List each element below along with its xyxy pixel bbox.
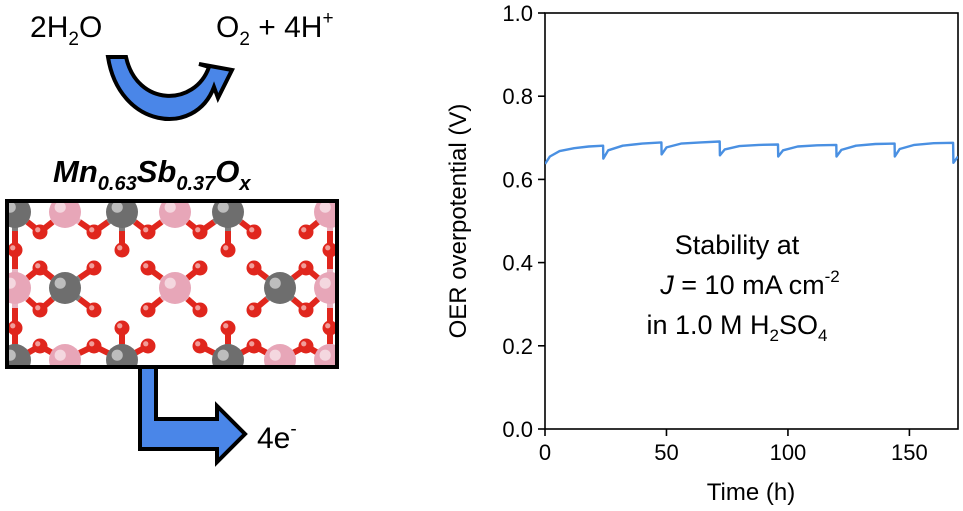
antimony-atom (314, 272, 337, 304)
manganese-atom (264, 272, 296, 304)
oxygen-atom (220, 242, 236, 258)
oxygen-atom (86, 302, 102, 318)
oxygen-atom (32, 260, 48, 276)
crystal-structure (5, 199, 339, 369)
annotation-line-2: J = 10 mA cm-2 (659, 267, 839, 300)
manganese-atom (49, 272, 81, 304)
oxygen-atom (140, 224, 156, 240)
manganese-atom (7, 344, 31, 367)
oxygen-atom (140, 338, 156, 354)
oxygen-atom (140, 302, 156, 318)
manganese-atom (106, 201, 138, 228)
product-oxygen-protons: O2 + 4H+ (216, 8, 334, 50)
oxygen-atom (192, 260, 208, 276)
antimony-atom (49, 344, 81, 367)
electron-arrow (138, 365, 248, 467)
antimony-atom (264, 344, 296, 367)
x-tick-label: 150 (891, 440, 928, 465)
oxygen-atom (32, 302, 48, 318)
oxygen-atom (246, 260, 262, 276)
y-axis-label: OER overpotential (V) (445, 104, 472, 339)
antimony-atom (49, 201, 81, 228)
oxygen-atom (220, 320, 236, 336)
oxygen-atom (246, 338, 262, 354)
plot-area-frame (544, 12, 959, 430)
oxygen-atom (192, 302, 208, 318)
overpotential-line (545, 140, 958, 165)
oxygen-atom (298, 338, 314, 354)
electron-count-label: 4e- (257, 419, 297, 455)
oxygen-atom (298, 260, 314, 276)
oxygen-atom (114, 320, 130, 336)
oxygen-atom (7, 242, 23, 258)
y-tick-label: 0.2 (502, 334, 533, 359)
oxygen-atom (298, 302, 314, 318)
oxygen-atom (140, 260, 156, 276)
y-tick-label: 0.4 (502, 251, 533, 276)
oxygen-atom (86, 224, 102, 240)
y-tick-label: 0.6 (502, 167, 533, 192)
oxygen-atom (298, 224, 314, 240)
y-tick-label: 1.0 (502, 1, 533, 26)
oxygen-atom (192, 224, 208, 240)
antimony-atom (314, 344, 337, 367)
oxygen-atom (192, 338, 208, 354)
oxygen-atom (32, 338, 48, 354)
chart-annotation: Stability at J = 10 mA cm-2 in 1.0 M H2S… (647, 230, 840, 345)
annotation-line-3: in 1.0 M H2SO4 (647, 310, 828, 345)
antimony-atom (159, 272, 191, 304)
curved-reaction-arrow (105, 55, 235, 121)
catalyst-formula: Mn0.63Sb0.37Ox (53, 154, 251, 195)
oxygen-atom (86, 260, 102, 276)
oxygen-atom (322, 320, 337, 336)
reactant-water: 2H2O (30, 11, 102, 50)
oxygen-atom (246, 302, 262, 318)
antimony-atom (159, 201, 191, 228)
manganese-atom (106, 344, 138, 367)
crystal-frame (5, 199, 339, 369)
manganese-atom (7, 201, 31, 228)
x-axis-label: Time (h) (707, 479, 795, 506)
antimony-atom (7, 272, 31, 304)
oxygen-atom (86, 338, 102, 354)
oxygen-atom (322, 242, 337, 258)
oxygen-atom (32, 224, 48, 240)
antimony-atom (314, 201, 337, 228)
x-tick-label: 100 (770, 440, 807, 465)
stability-chart: 0 50 100 150 0.0 0.2 0.4 0.6 0.8 1.0 Time (h) OE… (445, 1, 959, 506)
manganese-atom (212, 201, 244, 228)
oxygen-atom (246, 224, 262, 240)
annotation-line-1: Stability at (675, 230, 800, 260)
oxygen-atom (7, 320, 23, 336)
manganese-atom (212, 344, 244, 367)
y-tick-label: 0.8 (502, 84, 533, 109)
x-tick-label: 50 (654, 440, 678, 465)
x-tick-label: 0 (539, 440, 551, 465)
reaction-scheme: 2H2O O2 + 4H+ Mn0.63Sb0.37Ox 4e- (5, 8, 339, 467)
oxygen-atom (114, 242, 130, 258)
y-tick-label: 0.0 (502, 417, 533, 442)
